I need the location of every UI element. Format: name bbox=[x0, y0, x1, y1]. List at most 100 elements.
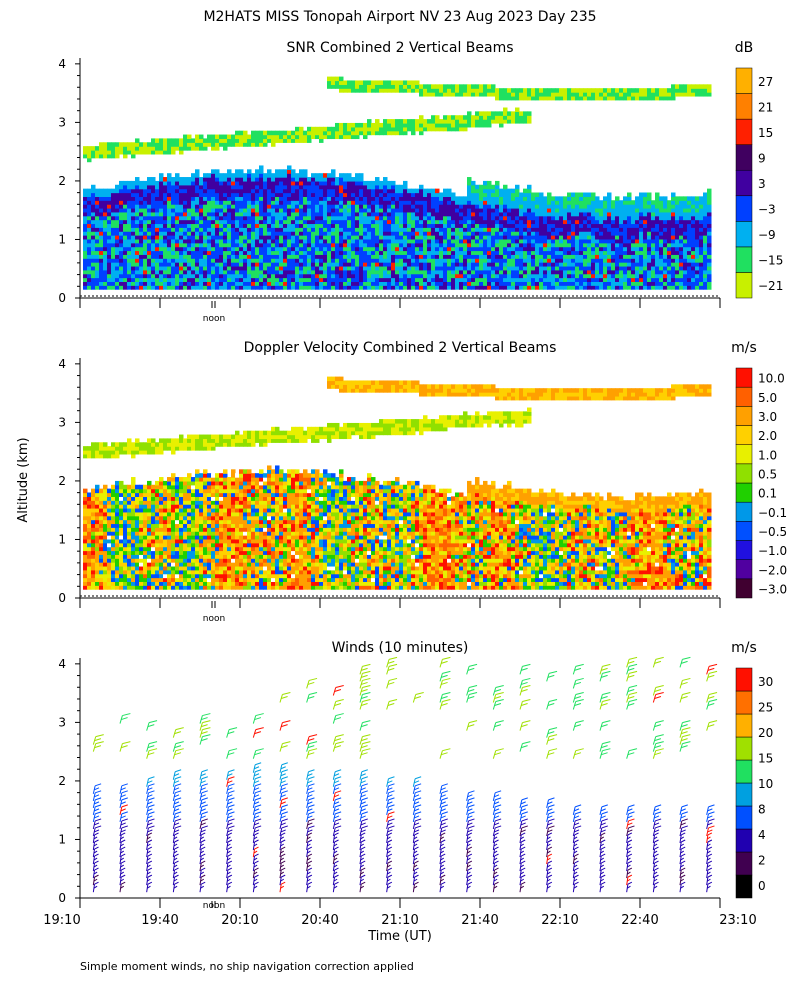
snr-cell bbox=[375, 204, 380, 209]
snr-cell bbox=[403, 211, 408, 217]
snr-cell bbox=[323, 219, 328, 225]
snr-cell bbox=[303, 200, 308, 205]
snr-cell bbox=[235, 277, 240, 282]
snr-cell bbox=[543, 219, 548, 225]
snr-cell bbox=[563, 227, 568, 232]
snr-cell bbox=[543, 281, 548, 286]
snr-cell bbox=[307, 207, 312, 213]
snr-cell bbox=[443, 211, 448, 217]
snr-cell bbox=[143, 234, 148, 240]
snr-cell bbox=[231, 134, 236, 140]
snr-cell bbox=[115, 277, 120, 282]
snr-cell bbox=[83, 204, 88, 209]
snr-cell bbox=[123, 184, 128, 190]
snr-cell bbox=[215, 173, 220, 178]
snr-cell bbox=[563, 223, 568, 228]
snr-cell bbox=[563, 238, 568, 244]
snr-cell bbox=[583, 227, 588, 232]
snr-cell bbox=[531, 262, 536, 267]
snr-cell bbox=[475, 88, 480, 93]
snr-cell bbox=[515, 234, 520, 240]
snr-cell bbox=[627, 250, 632, 255]
snr-cell bbox=[131, 146, 136, 151]
snr-cell bbox=[351, 219, 356, 225]
snr-cell bbox=[623, 207, 628, 213]
snr-cell bbox=[315, 188, 320, 194]
snr-cell bbox=[503, 258, 508, 263]
snr-cell bbox=[615, 219, 620, 225]
snr-cell bbox=[251, 238, 256, 244]
snr-cell bbox=[623, 231, 628, 236]
snr-cell bbox=[379, 254, 384, 259]
snr-cell bbox=[419, 262, 424, 267]
snr-cell bbox=[707, 88, 712, 93]
snr-cell bbox=[463, 281, 468, 286]
snr-cell bbox=[435, 277, 440, 282]
snr-cell bbox=[455, 246, 460, 252]
snr-cell bbox=[367, 265, 372, 271]
snr-cell bbox=[323, 231, 328, 236]
snr-cell bbox=[355, 207, 360, 213]
snr-cell bbox=[191, 138, 196, 143]
snr-cell bbox=[87, 157, 92, 163]
snr-cell bbox=[127, 180, 132, 186]
snr-cell bbox=[319, 130, 324, 136]
snr-cell bbox=[367, 242, 372, 248]
snr-cell bbox=[111, 200, 116, 205]
snr-cell bbox=[95, 234, 100, 240]
snr-cell bbox=[511, 115, 516, 120]
snr-cell bbox=[127, 219, 132, 225]
snr-cell bbox=[427, 192, 432, 197]
snr-cell bbox=[551, 211, 556, 217]
snr-cell bbox=[231, 188, 236, 194]
snr-cell bbox=[551, 215, 556, 221]
snr-cell bbox=[119, 242, 124, 248]
snr-cell bbox=[139, 223, 144, 228]
snr-cell bbox=[699, 269, 704, 275]
snr-cell bbox=[399, 126, 404, 132]
snr-cell bbox=[107, 246, 112, 252]
snr-cell bbox=[599, 211, 604, 217]
snr-cell bbox=[363, 84, 368, 89]
snr-cell bbox=[415, 84, 420, 89]
snr-cell bbox=[315, 227, 320, 232]
snr-cell bbox=[467, 227, 472, 232]
snr-cell bbox=[347, 238, 352, 244]
snr-cell bbox=[587, 254, 592, 259]
snr-cell bbox=[383, 254, 388, 259]
snr-cell bbox=[411, 192, 416, 197]
snr-cell bbox=[627, 207, 632, 213]
snr-cell bbox=[419, 207, 424, 213]
snr-cell bbox=[187, 134, 192, 140]
snr-cell bbox=[699, 196, 704, 201]
snr-cell bbox=[147, 192, 152, 197]
snr-cell bbox=[87, 242, 92, 248]
snr-cell bbox=[247, 219, 252, 225]
snr-cell bbox=[411, 277, 416, 282]
snr-cell bbox=[507, 119, 512, 124]
snr-cell bbox=[471, 219, 476, 225]
snr-cell bbox=[687, 258, 692, 263]
snr-cell bbox=[511, 211, 516, 217]
snr-cell bbox=[215, 184, 220, 190]
snr-cell bbox=[543, 204, 548, 209]
snr-cell bbox=[443, 115, 448, 120]
snr-cell bbox=[183, 238, 188, 244]
snr-cell bbox=[695, 200, 700, 205]
snr-cell bbox=[579, 238, 584, 244]
snr-cell bbox=[579, 207, 584, 213]
snr-cell bbox=[579, 258, 584, 263]
snr-cell bbox=[291, 207, 296, 213]
snr-cell bbox=[647, 242, 652, 248]
snr-cell bbox=[139, 215, 144, 221]
snr-cell bbox=[183, 177, 188, 182]
snr-cell bbox=[647, 192, 652, 197]
snr-cell bbox=[559, 273, 564, 279]
snr-cell bbox=[459, 223, 464, 228]
snr-cell bbox=[219, 265, 224, 271]
snr-cell bbox=[367, 84, 372, 89]
snr-cell bbox=[511, 273, 516, 279]
snr-cell bbox=[659, 238, 664, 244]
snr-cell bbox=[179, 262, 184, 267]
snr-cell bbox=[691, 246, 696, 252]
